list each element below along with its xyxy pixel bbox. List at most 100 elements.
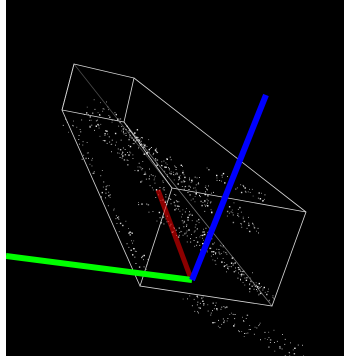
point <box>222 246 224 248</box>
point <box>238 272 239 274</box>
point <box>93 171 95 173</box>
point <box>79 143 80 145</box>
point <box>206 251 208 253</box>
point <box>81 119 83 121</box>
point <box>134 132 136 134</box>
point <box>199 236 201 238</box>
point <box>207 200 209 202</box>
point <box>228 268 229 270</box>
point <box>168 169 170 171</box>
point <box>196 228 198 230</box>
point <box>223 320 225 322</box>
point <box>243 320 245 322</box>
point <box>233 271 235 273</box>
point <box>127 160 129 161</box>
point <box>123 159 126 161</box>
point <box>186 232 187 234</box>
point <box>173 174 175 176</box>
point <box>274 342 275 343</box>
point <box>276 340 278 342</box>
point <box>250 281 252 283</box>
point <box>118 231 120 233</box>
point <box>235 270 237 272</box>
point <box>128 246 130 248</box>
point <box>268 299 270 301</box>
point <box>249 284 250 286</box>
point-cloud-scene[interactable] <box>6 0 344 356</box>
point <box>122 151 123 153</box>
point <box>152 211 154 212</box>
point <box>203 305 205 306</box>
point <box>221 306 223 308</box>
point <box>196 304 198 306</box>
point <box>244 187 246 189</box>
point <box>243 336 245 337</box>
point <box>203 228 204 230</box>
point <box>222 172 225 175</box>
point <box>240 224 242 226</box>
point <box>297 344 299 346</box>
point <box>264 194 266 196</box>
point <box>199 244 201 246</box>
point <box>131 137 133 139</box>
point <box>189 179 190 181</box>
point <box>241 331 243 332</box>
point <box>113 209 115 211</box>
point <box>284 343 286 345</box>
point <box>94 108 96 110</box>
point <box>211 238 213 240</box>
point <box>149 147 151 149</box>
point <box>90 119 92 121</box>
point <box>165 196 167 198</box>
point <box>266 293 268 296</box>
point <box>259 292 262 295</box>
point <box>89 126 91 128</box>
point <box>95 120 97 122</box>
point <box>248 329 250 330</box>
point <box>162 216 165 218</box>
point <box>87 114 89 115</box>
point <box>189 194 191 196</box>
point <box>102 110 104 112</box>
point <box>66 121 68 123</box>
point <box>165 162 167 164</box>
point <box>91 124 93 126</box>
point <box>229 314 231 315</box>
point <box>134 170 136 171</box>
point <box>151 147 152 148</box>
point <box>153 179 155 181</box>
point <box>163 223 165 225</box>
point <box>244 190 246 192</box>
point <box>253 333 255 335</box>
point <box>179 178 181 179</box>
point <box>178 206 180 207</box>
point <box>175 200 177 202</box>
point <box>100 123 102 125</box>
point <box>232 212 234 214</box>
point <box>183 220 185 222</box>
point <box>190 182 192 183</box>
point <box>186 241 188 243</box>
point <box>230 262 233 264</box>
point <box>138 204 140 206</box>
point <box>207 195 209 197</box>
point <box>279 346 281 347</box>
point <box>86 106 88 108</box>
point <box>142 161 144 162</box>
point <box>105 186 107 188</box>
point <box>175 169 177 170</box>
point <box>196 241 199 243</box>
point <box>184 181 186 182</box>
point <box>186 230 188 232</box>
point <box>100 175 102 177</box>
point <box>240 223 242 224</box>
point <box>144 145 145 146</box>
point <box>185 185 187 187</box>
point <box>125 132 127 134</box>
point <box>129 145 132 148</box>
point <box>143 254 145 257</box>
point <box>156 164 158 166</box>
point <box>238 216 240 218</box>
point-cloud-viewport[interactable] <box>6 0 344 356</box>
point <box>215 263 217 265</box>
